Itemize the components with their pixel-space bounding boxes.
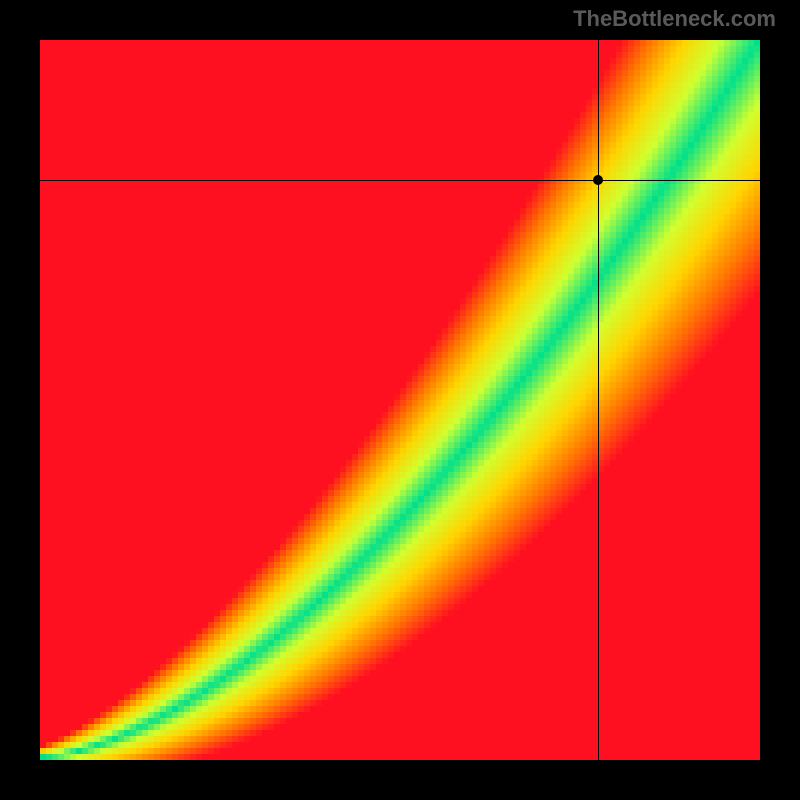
crosshair-vertical [598, 40, 599, 760]
crosshair-horizontal [40, 180, 760, 181]
bottleneck-heatmap-plot [40, 40, 760, 760]
heatmap-canvas [40, 40, 760, 760]
selection-marker [593, 175, 603, 185]
watermark-text: TheBottleneck.com [573, 6, 776, 32]
